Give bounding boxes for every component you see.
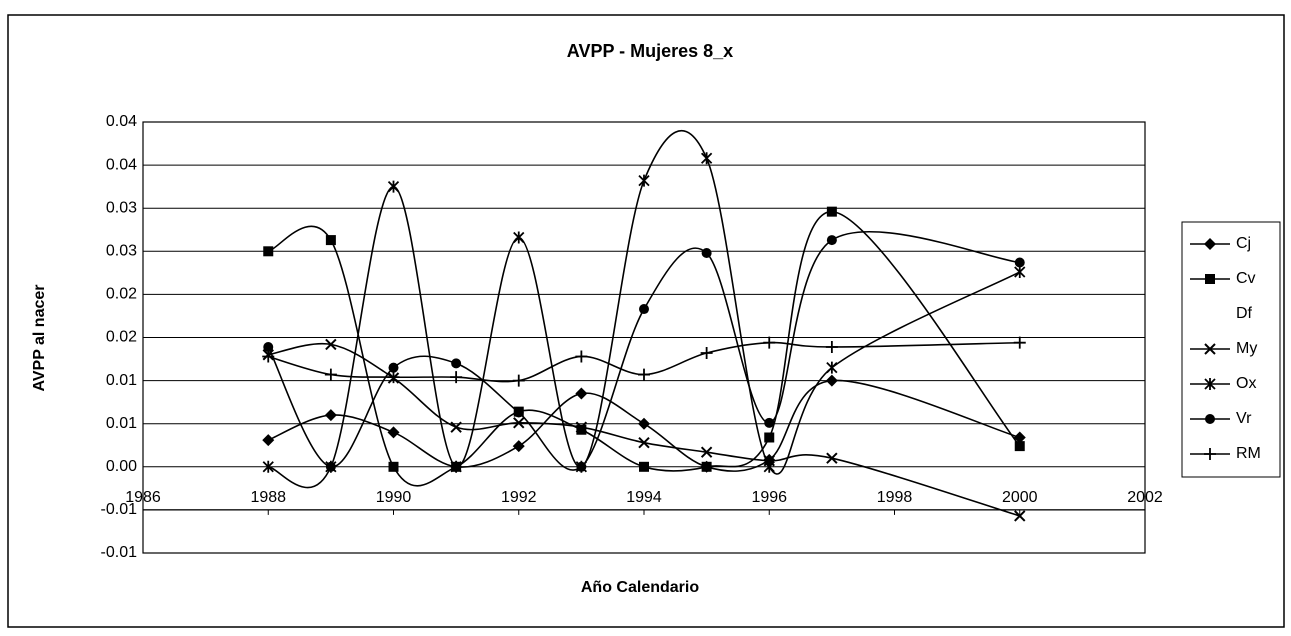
x-tick-label: 2000 xyxy=(1002,489,1038,506)
legend-label: RM xyxy=(1236,445,1261,462)
marker xyxy=(576,461,587,472)
y-tick-label: -0.01 xyxy=(101,501,138,518)
x-tick-label: 1998 xyxy=(877,489,913,506)
marker xyxy=(325,461,336,472)
marker xyxy=(701,248,712,259)
marker xyxy=(701,461,712,472)
y-tick-label: 0.01 xyxy=(106,372,137,389)
marker xyxy=(1014,265,1026,278)
marker xyxy=(1014,257,1025,268)
marker xyxy=(450,460,462,473)
marker xyxy=(512,374,525,387)
marker xyxy=(764,417,775,428)
chart-border xyxy=(7,14,1285,628)
marker xyxy=(825,340,838,353)
chart-title: AVPP - Mujeres 8_x xyxy=(567,41,733,61)
marker xyxy=(387,426,400,439)
marker xyxy=(638,174,650,187)
marker xyxy=(263,246,274,257)
marker xyxy=(1204,238,1216,250)
marker xyxy=(387,371,400,384)
marker xyxy=(826,206,837,217)
y-tick-label: -0.01 xyxy=(101,544,138,561)
y-tick-label: 0.04 xyxy=(106,113,137,130)
y-tick-label: 0.03 xyxy=(106,243,137,260)
marker xyxy=(576,424,587,435)
y-tick-label: 0.02 xyxy=(106,286,137,303)
marker xyxy=(1204,343,1216,355)
series-line xyxy=(268,342,1020,517)
x-tick-label: 1994 xyxy=(626,489,662,506)
marker xyxy=(513,231,525,244)
marker xyxy=(451,358,462,369)
marker xyxy=(1205,274,1215,284)
x-axis-label: Año Calendario xyxy=(581,579,699,596)
y-tick-label: 0.01 xyxy=(106,415,137,432)
x-tick-label: 2002 xyxy=(1127,489,1163,506)
marker xyxy=(575,387,588,400)
legend-label: Df xyxy=(1236,305,1253,322)
marker xyxy=(826,235,837,246)
legend-label: My xyxy=(1236,340,1257,357)
marker xyxy=(325,338,337,351)
series-line xyxy=(268,341,1020,383)
marker xyxy=(638,368,650,381)
series-line xyxy=(267,231,1020,471)
x-tick-label: 1986 xyxy=(125,489,161,506)
legend-label: Ox xyxy=(1236,375,1256,392)
legend-label: Cv xyxy=(1236,270,1256,287)
marker xyxy=(324,409,337,422)
marker xyxy=(700,446,713,458)
marker xyxy=(1014,510,1026,522)
y-axis-label: AVPP al nacer xyxy=(31,284,48,391)
marker xyxy=(513,407,524,418)
marker xyxy=(1205,414,1215,424)
marker xyxy=(1204,448,1216,460)
marker xyxy=(763,460,775,473)
marker xyxy=(1014,441,1025,452)
marker xyxy=(826,361,838,374)
marker xyxy=(262,460,274,473)
x-tick-label: 1988 xyxy=(250,489,286,506)
y-tick-label: 0.03 xyxy=(106,199,137,216)
marker xyxy=(1013,336,1026,349)
marker xyxy=(825,374,838,387)
marker xyxy=(325,235,336,246)
marker xyxy=(700,152,713,165)
y-tick-label: 0.04 xyxy=(106,156,137,173)
marker xyxy=(639,304,649,315)
marker xyxy=(513,417,525,429)
marker xyxy=(639,461,649,472)
marker xyxy=(575,350,588,363)
marker xyxy=(700,347,713,360)
marker xyxy=(387,180,400,193)
marker xyxy=(1013,431,1026,444)
marker xyxy=(263,341,274,352)
x-tick-label: 1990 xyxy=(376,489,412,506)
y-tick-label: 0.00 xyxy=(106,458,137,475)
marker xyxy=(764,432,775,443)
marker xyxy=(388,461,399,472)
marker xyxy=(763,336,776,349)
marker xyxy=(638,436,650,449)
marker xyxy=(638,417,650,430)
marker xyxy=(450,371,463,384)
marker xyxy=(324,368,337,381)
x-tick-label: 1996 xyxy=(751,489,787,506)
marker xyxy=(450,421,462,433)
marker xyxy=(512,440,525,453)
marker xyxy=(575,421,588,433)
y-tick-label: 0.02 xyxy=(106,329,137,346)
legend-label: Vr xyxy=(1236,410,1252,427)
marker xyxy=(262,434,275,447)
marker xyxy=(1204,378,1216,390)
x-tick-label: 1992 xyxy=(501,489,537,506)
marker xyxy=(826,452,838,464)
legend-label: Cj xyxy=(1236,235,1251,252)
marker xyxy=(388,362,399,373)
marker xyxy=(262,350,275,363)
